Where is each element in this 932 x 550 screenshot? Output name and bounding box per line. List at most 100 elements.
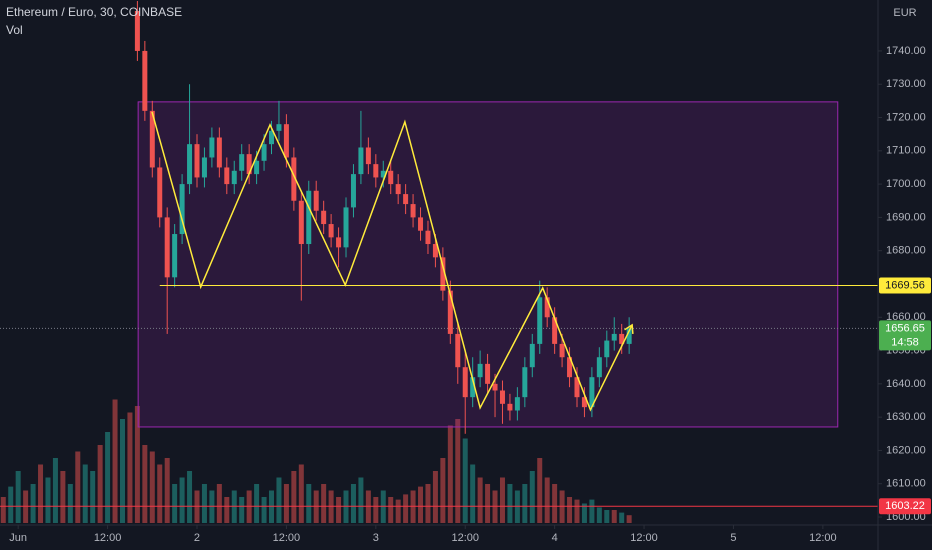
y-tick-label: 1720.00 [886, 111, 926, 123]
volume-bar [149, 451, 155, 523]
candle-body [537, 297, 543, 344]
candle-body [559, 343, 565, 358]
candle-body [142, 50, 148, 111]
volume-bar [164, 458, 170, 523]
candle-body [164, 217, 170, 278]
candle-body [358, 147, 364, 175]
volume-bar [283, 484, 289, 523]
candle-body [134, 10, 140, 51]
candle-body [298, 200, 304, 245]
volume-bar [127, 412, 133, 523]
volume-bar [30, 484, 36, 523]
volume-bar [201, 484, 207, 523]
y-tick-label: 1640.00 [886, 378, 926, 390]
volume-bar [470, 464, 476, 523]
y-tick-label: 1630.00 [886, 411, 926, 423]
candle-body [485, 363, 491, 384]
candle-body [179, 184, 185, 235]
candle-body [306, 190, 312, 245]
x-tick-label: 12:00 [451, 532, 479, 544]
currency-label: EUR [893, 7, 916, 19]
volume-bar [276, 477, 282, 523]
candle-body [373, 164, 379, 178]
candle-body [149, 110, 155, 168]
volume-bar [395, 499, 401, 523]
candle-body [604, 340, 610, 358]
x-tick-label: 4 [552, 532, 558, 544]
volume-bar [425, 484, 431, 523]
arrow-head [624, 323, 634, 334]
candle-body [410, 204, 416, 218]
candle-body [418, 217, 424, 231]
volume-bar [38, 464, 44, 523]
countdown-label: 14:58 [891, 336, 919, 348]
x-tick-label: Jun [9, 532, 27, 544]
volume-bar [112, 399, 118, 523]
candle-body [172, 234, 178, 278]
candle-body [261, 144, 267, 161]
candle-body [328, 224, 334, 238]
volume-bar [336, 497, 342, 523]
candle-body [470, 377, 476, 398]
volume-bar [97, 445, 103, 523]
volume-bar [321, 484, 327, 523]
volume-bar [596, 507, 602, 523]
volume-bar [462, 438, 468, 523]
candle-body [291, 157, 297, 201]
candle-body [380, 170, 386, 178]
volume-bar [567, 497, 573, 523]
level-label: 1669.56 [885, 279, 925, 291]
x-tick-label: 12:00 [94, 532, 122, 544]
volume-bar [447, 425, 453, 523]
candle-body [254, 160, 260, 175]
candle-body [216, 137, 222, 168]
volume-bar [544, 477, 550, 523]
volume-bar [291, 471, 297, 523]
volume-bar [254, 484, 260, 523]
volume-bar [142, 445, 148, 523]
volume-bar [134, 406, 140, 523]
y-tick-label: 1690.00 [886, 211, 926, 223]
volume-bar [529, 471, 535, 523]
candle-body [581, 397, 587, 408]
candle-body [350, 174, 356, 208]
candle-body [187, 144, 193, 185]
volume-bar [611, 510, 617, 523]
x-tick-label: 12:00 [809, 532, 837, 544]
candle-body [231, 170, 237, 185]
zigzag-path [151, 111, 633, 412]
y-tick-label: 1710.00 [886, 145, 926, 157]
candle-body [283, 124, 289, 158]
volume-bar [589, 499, 595, 523]
candle-body [224, 167, 230, 185]
volume-bar [119, 419, 125, 523]
chart-title: Ethereum / Euro, 30, COINBASE [6, 5, 182, 19]
volume-bar [440, 458, 446, 523]
candle-body [336, 237, 342, 248]
volume-bar [604, 510, 610, 523]
candle-body [462, 367, 468, 398]
y-tick-label: 1700.00 [886, 178, 926, 190]
volume-bar [172, 484, 178, 523]
volume-bar [507, 484, 513, 523]
candle-body [596, 357, 602, 378]
candle-body [447, 290, 453, 334]
volume-bar [224, 497, 230, 523]
volume-bar [581, 503, 587, 523]
volume-bar [82, 464, 88, 523]
candle-body [477, 363, 483, 378]
x-tick-label: 5 [730, 532, 736, 544]
volume-bar [537, 458, 543, 523]
volume-bar [306, 484, 312, 523]
candle-body [619, 333, 625, 344]
plot-area [0, 0, 878, 523]
volume-bar [619, 512, 625, 523]
candle-body [395, 184, 401, 195]
volume-bar [239, 497, 245, 523]
volume-bar [418, 486, 424, 523]
candle-body [611, 333, 617, 341]
volume-bar [403, 494, 409, 523]
volume-bar [0, 497, 6, 523]
candle-body [365, 147, 371, 165]
candle-body [499, 390, 505, 404]
